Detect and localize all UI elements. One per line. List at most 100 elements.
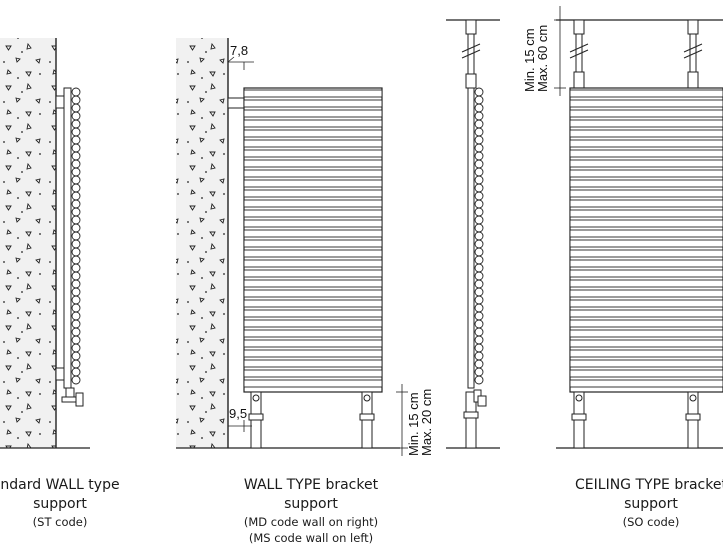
- radiator-bar: [243, 299, 383, 308]
- radiator-bar: [569, 209, 723, 218]
- radiator-bar: [569, 89, 723, 98]
- radiator-bars: [243, 89, 383, 388]
- dim-wall-offset-top: 7,8: [230, 43, 248, 58]
- tube-circle: [474, 175, 484, 185]
- caption-subtitle: support: [33, 496, 87, 512]
- tube-circle: [474, 335, 484, 345]
- tube-circle: [474, 247, 484, 257]
- radiator-bar: [243, 229, 383, 238]
- tube-circle: [474, 199, 484, 209]
- radiator-bar: [569, 309, 723, 318]
- radiator-bar: [243, 339, 383, 348]
- caption-standard-wall: ndard WALL type support (ST code): [0, 476, 140, 530]
- radiator-bar: [243, 209, 383, 218]
- radiator-bar: [243, 119, 383, 128]
- radiator-bar: [569, 359, 723, 368]
- tube-circle: [71, 279, 81, 289]
- tube-circle: [71, 271, 81, 281]
- radiator-bar: [243, 309, 383, 318]
- tube-circle: [474, 207, 484, 217]
- caption-code-left: (MS code wall on left): [248, 531, 374, 545]
- tube-circle: [474, 143, 484, 153]
- tube-circle: [71, 239, 81, 249]
- caption-ceiling: CEILING TYPE bracket support (SO code): [556, 476, 723, 530]
- radiator-bar: [569, 99, 723, 108]
- tube-circle: [71, 335, 81, 345]
- tube-circle: [71, 191, 81, 201]
- radiator-bar: [569, 139, 723, 148]
- tube-circle: [474, 343, 484, 353]
- tube-circle: [474, 263, 484, 273]
- tube-circle: [474, 215, 484, 225]
- radiator-bar: [243, 219, 383, 228]
- caption-subtitle: support: [284, 496, 338, 512]
- tube-circle: [474, 351, 484, 361]
- radiator-bar: [243, 329, 383, 338]
- tube-circle: [71, 263, 81, 273]
- radiator-bar: [569, 299, 723, 308]
- radiator-bar: [569, 199, 723, 208]
- radiator-bar: [569, 129, 723, 138]
- radiator-bar: [243, 99, 383, 108]
- tube-circle: [71, 319, 81, 329]
- tube-circle: [71, 175, 81, 185]
- radiator-bar: [243, 159, 383, 168]
- radiator-bar: [569, 369, 723, 378]
- floor-leg-right: [685, 391, 701, 449]
- radiator-bar: [243, 359, 383, 368]
- tube-circle: [474, 231, 484, 241]
- tube-circle: [71, 159, 81, 169]
- tube-circle: [474, 103, 484, 113]
- tube-circle: [474, 287, 484, 297]
- side-collector: [63, 87, 72, 389]
- tube-circle: [474, 135, 484, 145]
- dim-wall-offset-bottom: 9,5: [229, 406, 247, 421]
- ceiling-bracket-panel: Min. 15 cm Max. 60 cm: [522, 6, 723, 449]
- tube-circle: [71, 167, 81, 177]
- dim-ceiling-min: Min. 15 cm: [522, 28, 537, 92]
- caption-title: WALL TYPE bracket: [243, 477, 379, 493]
- radiator-bar: [569, 329, 723, 338]
- tube-circle: [474, 295, 484, 305]
- radiator-tubes-side: [71, 87, 81, 385]
- radiator-bar: [243, 109, 383, 118]
- tube-circle: [474, 111, 484, 121]
- tube-circle: [71, 95, 81, 105]
- tube-circle: [474, 151, 484, 161]
- dim-floor-min: Min. 15 cm: [406, 392, 421, 456]
- tube-circle: [474, 167, 484, 177]
- radiator-bar: [569, 349, 723, 358]
- tube-circle: [71, 359, 81, 369]
- tube-circle: [71, 255, 81, 265]
- tube-circle: [474, 367, 484, 377]
- tube-circle: [71, 303, 81, 313]
- tube-circle: [71, 215, 81, 225]
- ceiling-side-panel: [446, 19, 500, 449]
- tube-circle: [71, 343, 81, 353]
- radiator-bar: [243, 169, 383, 178]
- tube-circle: [474, 303, 484, 313]
- radiator-tubes-side: [474, 87, 484, 385]
- tube-circle: [474, 87, 484, 97]
- caption-code: (ST code): [32, 515, 88, 529]
- radiator-bar: [243, 289, 383, 298]
- caption-title: ndard WALL type: [0, 477, 120, 493]
- tube-circle: [71, 143, 81, 153]
- wall-section: [176, 38, 228, 448]
- valve: [61, 387, 84, 407]
- dim-ceiling-max: Max. 60 cm: [535, 25, 550, 92]
- tube-circle: [474, 359, 484, 369]
- radiator-bar: [569, 149, 723, 158]
- tube-circle: [474, 311, 484, 321]
- radiator-bar: [569, 239, 723, 248]
- radiator-bar: [569, 219, 723, 228]
- tube-circle: [71, 247, 81, 257]
- radiator-bar: [243, 189, 383, 198]
- floor-leg-left: [248, 391, 264, 449]
- tube-circle: [71, 287, 81, 297]
- tube-circle: [474, 271, 484, 281]
- tube-circle: [474, 95, 484, 105]
- radiator-bar: [243, 129, 383, 138]
- tube-circle: [474, 327, 484, 337]
